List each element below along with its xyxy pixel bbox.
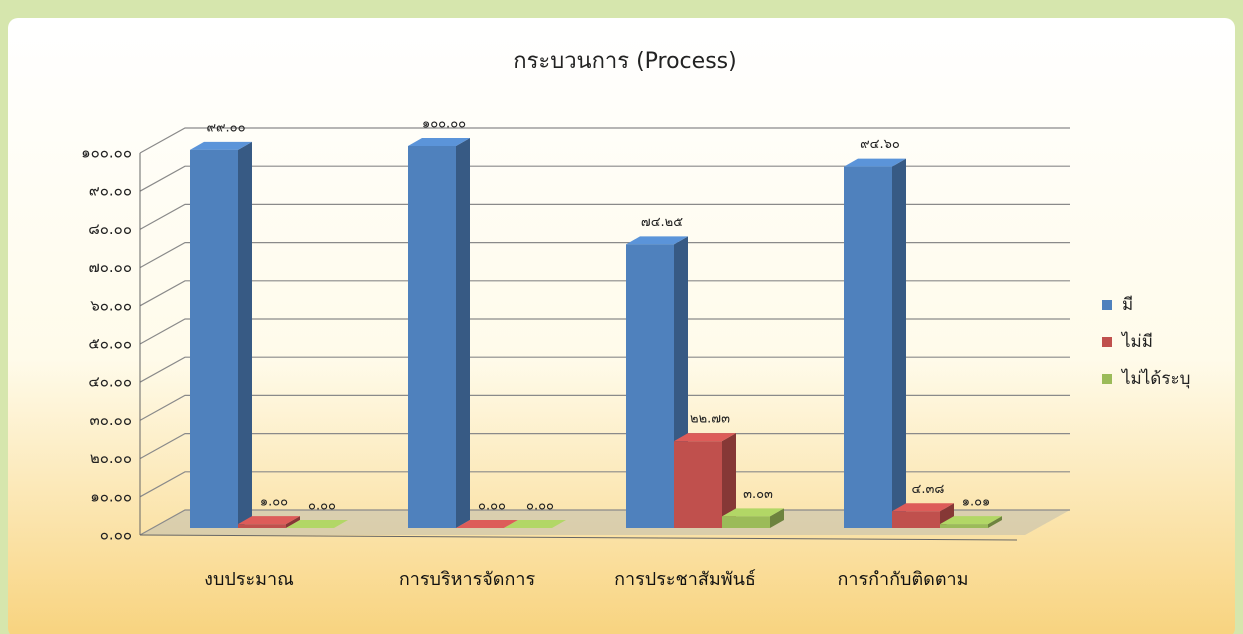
bar-side (988, 516, 1002, 528)
bar-side (238, 141, 252, 528)
panel (8, 18, 1235, 634)
grid-line (139, 203, 1070, 230)
bar-top (626, 236, 688, 245)
y-tick-label: ๒๐.๐๐ (90, 449, 132, 467)
value-label: ๑.๐๑ (962, 495, 991, 510)
bar-side (456, 138, 470, 528)
bar-top (456, 520, 518, 528)
value-label: ๙๙.๐๐ (206, 120, 245, 135)
bar (408, 146, 456, 528)
bar (238, 524, 286, 528)
bar-top (238, 516, 300, 525)
grid-line (139, 356, 1070, 383)
grid-line (139, 127, 1070, 154)
bar (844, 166, 892, 529)
legend-swatch (1102, 337, 1112, 347)
bar (940, 524, 988, 528)
bar-top (408, 138, 470, 146)
bar (674, 441, 722, 528)
bar-top (844, 158, 906, 167)
value-label: ๔.๓๘ (912, 482, 945, 497)
floor (140, 510, 1070, 535)
bar-side (722, 433, 736, 528)
legend-label: มี (1122, 295, 1133, 315)
grid-line (139, 318, 1070, 345)
legend-swatch (1102, 300, 1112, 310)
bar (190, 149, 238, 528)
y-tick-label: ๙๐.๐๐ (89, 182, 132, 200)
bar-top (504, 520, 566, 528)
y-tick-label: ๕๐.๐๐ (88, 335, 132, 353)
bar-side (892, 158, 906, 529)
y-tick-label: ๔๐.๐๐ (88, 373, 132, 391)
x-tick-label: การประชาสัมพันธ์ (614, 569, 756, 590)
y-tick-label: ๑๐๐.๐๐ (81, 144, 132, 162)
bar-top (892, 503, 954, 512)
value-label: ๐.๐๐ (526, 499, 554, 514)
bar-top (674, 433, 736, 442)
grid-line (139, 242, 1070, 269)
bar (626, 244, 674, 529)
value-label: ๐.๐๐ (308, 499, 336, 514)
grid-line (139, 433, 1070, 460)
legend-swatch (1102, 374, 1112, 384)
x-tick-label: งบประมาณ (204, 569, 294, 590)
value-label: ๙๔.๖๐ (860, 137, 900, 152)
grid-line (139, 394, 1070, 421)
grid-line (139, 471, 1070, 498)
x-tick-label: การกำกับติดตาม (837, 569, 968, 590)
grid-line (139, 280, 1070, 307)
value-label: ๑๐๐.๐๐ (422, 117, 466, 132)
y-tick-label: ๓๐.๐๐ (90, 411, 133, 429)
y-tick-label: ๗๐.๐๐ (88, 258, 132, 276)
y-tick-label: ๑๐.๐๐ (90, 487, 132, 505)
y-tick-label: ๘๐.๐๐ (88, 220, 132, 238)
bar-side (770, 508, 784, 528)
chart-title: กระบวนการ (Process) (513, 49, 736, 74)
value-label: ๑.๐๐ (260, 495, 288, 510)
value-label: ๐.๐๐ (478, 499, 506, 514)
value-label: ๗๔.๒๕ (641, 215, 683, 230)
y-tick-label: ๖๐.๐๐ (90, 296, 132, 314)
grid-line (139, 165, 1070, 192)
bar-top (286, 520, 348, 528)
legend-label: ไม่ได้ระบุ (1120, 368, 1190, 389)
y-tick-label: ๐.๐๐ (100, 526, 132, 544)
bar-top (722, 508, 784, 517)
x-axis (139, 534, 1018, 541)
value-label: ๓.๐๓ (743, 487, 773, 502)
bar-side (286, 516, 300, 528)
bar-top (190, 141, 252, 150)
bar (892, 511, 940, 528)
bar-top (940, 516, 1002, 525)
legend-label: ไม่มี (1120, 331, 1153, 352)
bar (722, 516, 770, 528)
value-label: ๒๒.๗๓ (690, 412, 730, 427)
x-tick-label: การบริหารจัดการ (399, 569, 536, 590)
